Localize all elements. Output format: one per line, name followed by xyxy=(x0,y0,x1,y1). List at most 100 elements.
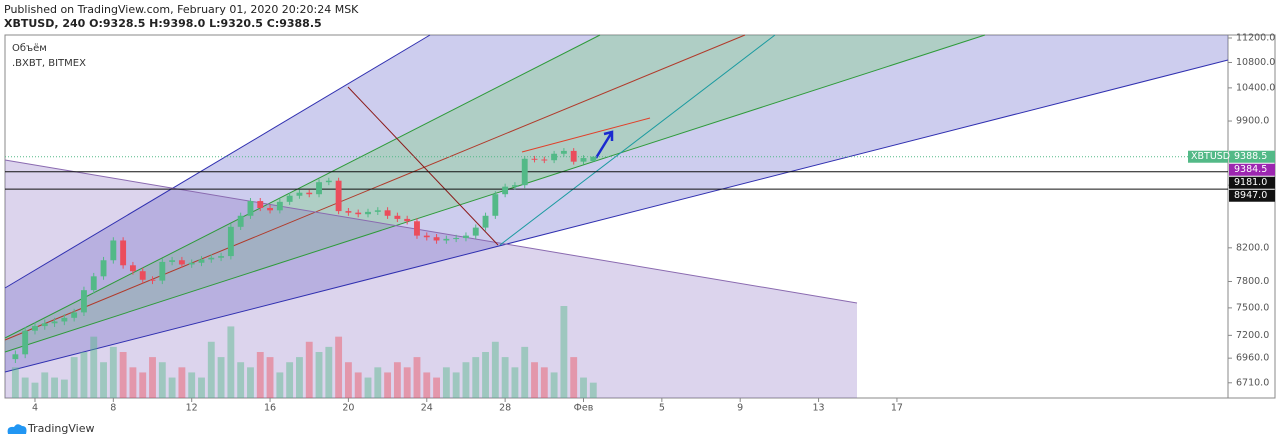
volume-bar xyxy=(570,357,578,398)
volume-bar xyxy=(100,362,107,398)
volume-bar xyxy=(452,372,460,398)
volume-bar xyxy=(198,377,205,398)
candle-body xyxy=(433,237,440,241)
x-tick-label: 17 xyxy=(891,403,903,414)
x-tick-label: 4 xyxy=(32,403,38,414)
volume-bar xyxy=(364,377,372,398)
volume-bar xyxy=(550,372,558,398)
candle-body xyxy=(502,186,509,195)
price-label: 8947.0 xyxy=(1234,190,1267,201)
y-tick-label: 10800.0 xyxy=(1236,57,1275,68)
marks: 11200.010800.010400.09900.09000.08200.07… xyxy=(5,32,1275,414)
candle-body xyxy=(414,221,420,236)
candle-body xyxy=(41,323,48,327)
candle-body xyxy=(90,276,97,291)
y-tick-label: 7500.0 xyxy=(1236,302,1269,313)
candle-body xyxy=(453,238,460,240)
candle-body xyxy=(472,227,479,236)
logo: TradingView xyxy=(7,422,94,435)
symbol-tag: XBTUSD xyxy=(1191,151,1230,162)
triangle-line xyxy=(4,159,858,304)
trend-line xyxy=(499,34,776,246)
x-tick-label: 24 xyxy=(421,403,433,414)
y-tick-label: 8200.0 xyxy=(1236,242,1269,253)
x-tick-label: 9 xyxy=(737,403,743,414)
candle-body xyxy=(365,211,371,215)
candle-body xyxy=(531,158,538,160)
volume-bar xyxy=(139,372,147,398)
volume-bar xyxy=(384,372,392,398)
channel-line xyxy=(4,59,1229,373)
drawings xyxy=(4,34,1229,398)
x-tick-label: 20 xyxy=(342,403,354,414)
volume-bar xyxy=(413,357,421,398)
x-tick-label: Фев xyxy=(574,403,594,414)
volume-bar xyxy=(51,377,58,398)
volume-bar xyxy=(511,367,519,398)
volume-bar xyxy=(354,372,362,398)
volume-bar xyxy=(491,341,499,398)
volume-bar xyxy=(119,352,127,398)
price-label: 9384.5 xyxy=(1234,164,1267,175)
y-tick-label: 9900.0 xyxy=(1236,116,1269,127)
candle-body xyxy=(551,153,558,161)
candle-body xyxy=(267,207,273,211)
x-tick-label: 28 xyxy=(499,403,511,414)
indicator: Объём xyxy=(12,43,47,54)
candle-body xyxy=(100,260,107,277)
price-label-bg xyxy=(1229,150,1275,163)
volume-bar xyxy=(90,336,98,398)
volume-bar xyxy=(442,367,450,398)
candle-body xyxy=(276,201,283,211)
candle-body xyxy=(149,279,156,281)
volume-bar xyxy=(393,362,401,398)
price-label-bg xyxy=(1229,163,1275,176)
candle-body xyxy=(463,235,469,239)
volume-bar xyxy=(325,346,333,398)
candle-body xyxy=(178,260,185,265)
price-axis xyxy=(1227,34,1276,399)
y-tick-label: 7200.0 xyxy=(1236,330,1269,341)
volume-bar xyxy=(344,362,352,398)
volume-bar xyxy=(540,367,548,398)
volume-bar xyxy=(149,357,156,398)
brand: TradingView xyxy=(27,422,94,435)
ohlc: XBTUSD, 240 O:9328.5 H:9398.0 L:9320.5 C… xyxy=(4,17,322,30)
volume-bar xyxy=(286,362,294,398)
price-label-bg xyxy=(1229,189,1275,202)
volume-bar xyxy=(188,372,196,398)
price-label: 9181.0 xyxy=(1234,177,1267,188)
candle-body xyxy=(492,194,499,216)
volume-bar xyxy=(266,357,274,398)
volume-bar xyxy=(521,346,529,398)
candle-body xyxy=(384,210,391,216)
candle-body xyxy=(355,212,362,215)
arrow xyxy=(594,130,614,159)
candle-body xyxy=(423,235,430,238)
candle-body xyxy=(570,150,577,162)
candle-body xyxy=(374,210,381,212)
candle-body xyxy=(32,326,38,331)
candle-body xyxy=(580,158,587,162)
volume-bar xyxy=(423,372,431,398)
volume-bar xyxy=(482,352,489,398)
volume-bar xyxy=(472,357,480,398)
volume-bar xyxy=(227,326,235,398)
volume-bar xyxy=(531,362,538,398)
volume-bar xyxy=(462,362,470,398)
candle-body xyxy=(227,226,234,257)
candle-body xyxy=(335,180,342,212)
candle-body xyxy=(590,156,597,162)
volume-bar xyxy=(217,357,225,398)
volume-bar xyxy=(374,367,382,398)
candle-body xyxy=(511,185,518,187)
volume-bar xyxy=(109,346,117,398)
candle-body xyxy=(541,159,548,161)
candle-body xyxy=(521,158,528,186)
volume-bar xyxy=(403,367,411,398)
candle-body xyxy=(286,195,293,202)
volume-bar xyxy=(315,352,323,398)
volume-bar xyxy=(11,367,19,398)
x-tick-label: 12 xyxy=(186,403,198,414)
